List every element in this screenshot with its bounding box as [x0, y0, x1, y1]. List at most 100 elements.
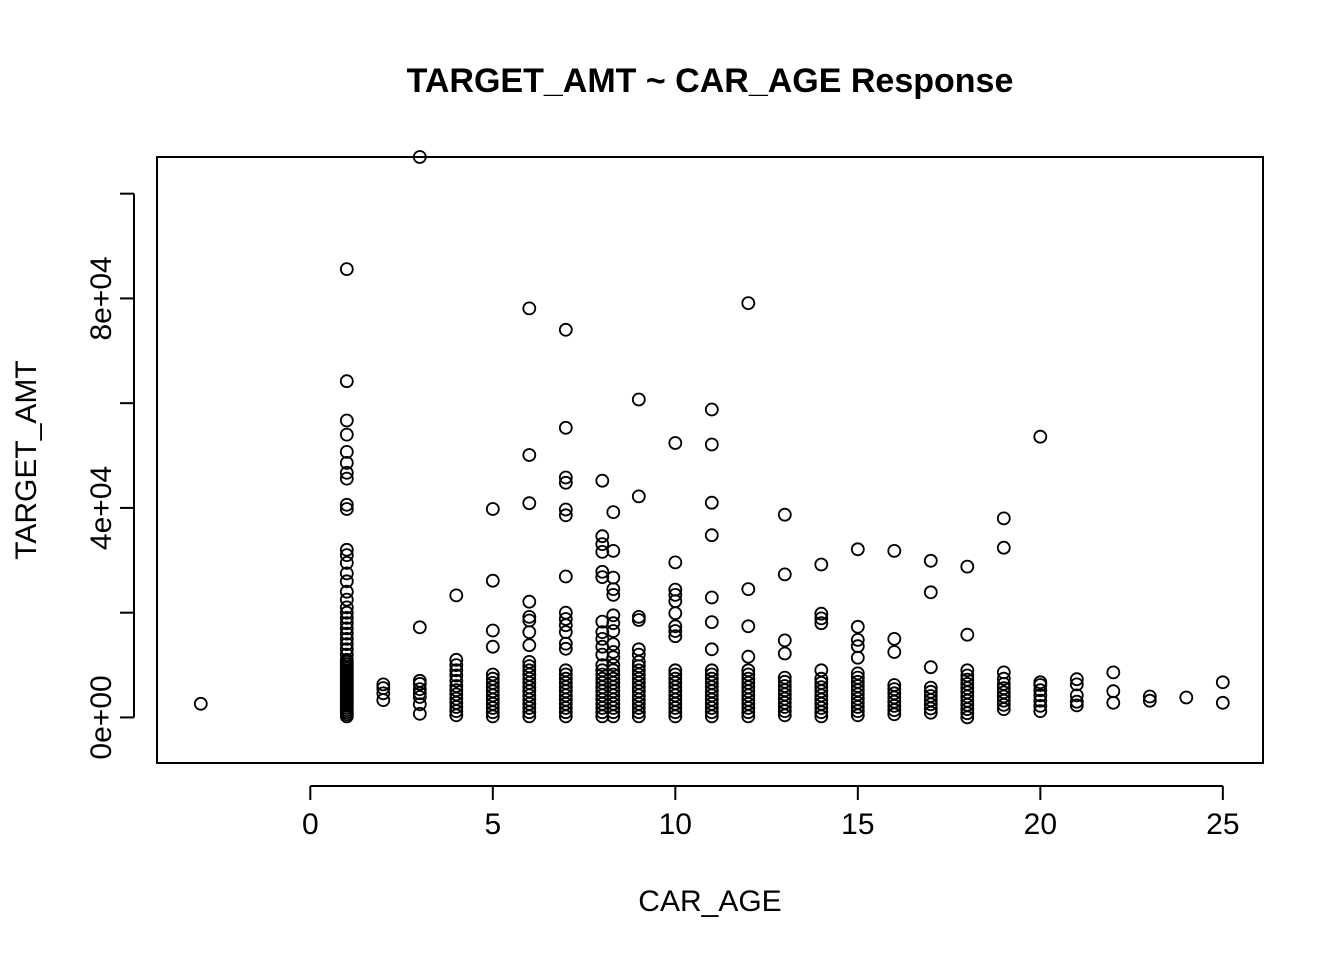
data-point: [887, 686, 902, 701]
data-point: [668, 582, 683, 597]
data-point: [1215, 675, 1230, 690]
data-point: [339, 642, 354, 657]
data-point: [522, 638, 537, 653]
data-point: [1215, 695, 1230, 710]
data-point: [814, 557, 829, 572]
data-point: [704, 667, 719, 682]
data-point: [412, 690, 427, 704]
data-point: [595, 564, 610, 579]
data-point: [668, 606, 683, 621]
data-point: [339, 444, 354, 459]
data-point: [1069, 688, 1084, 703]
data-point: [814, 606, 829, 621]
data-point: [485, 573, 500, 588]
data-point: [741, 619, 756, 634]
x-tick-label: 20: [1024, 808, 1057, 841]
data-point: [741, 663, 756, 678]
data-point: [887, 632, 902, 646]
data-point: [339, 621, 354, 636]
data-point: [996, 540, 1011, 555]
data-point: [376, 677, 391, 692]
data-point: [606, 645, 621, 659]
data-point: [606, 663, 621, 678]
data-point: [704, 495, 719, 510]
data-point: [522, 610, 537, 624]
data-point: [522, 594, 537, 609]
data-point: [522, 496, 537, 511]
data-point: [960, 677, 975, 691]
data-point: [960, 559, 975, 574]
data-point: [449, 679, 464, 693]
data-point: [668, 663, 683, 678]
data-point: [777, 567, 792, 582]
data-point: [741, 296, 756, 311]
data-point: [595, 632, 610, 646]
data-point: [339, 542, 354, 557]
data-point: [668, 619, 683, 634]
data-point: [668, 671, 683, 686]
data-point: [923, 684, 938, 699]
data-point: [339, 455, 354, 470]
data-point: [485, 667, 500, 682]
data-point: [1179, 690, 1194, 705]
data-point: [376, 681, 391, 695]
data-point: [1142, 689, 1157, 704]
data-point: [704, 615, 719, 629]
data-point: [1106, 665, 1121, 680]
data-point: [631, 663, 646, 678]
data-point: [1033, 693, 1048, 708]
data-point: [631, 489, 646, 504]
data-point: [887, 544, 902, 558]
data-point: [887, 678, 902, 692]
data-point: [704, 663, 719, 678]
data-point: [522, 301, 537, 316]
data-point: [558, 663, 573, 678]
data-point: [339, 471, 354, 486]
data-point: [1033, 429, 1048, 444]
y-axis-label: TARGET_AMT: [10, 360, 43, 559]
data-point: [522, 613, 537, 628]
data-point: [606, 544, 621, 558]
data-point: [996, 685, 1011, 700]
data-point: [339, 592, 354, 607]
data-point: [996, 511, 1011, 526]
y-tick-label: 4e+04: [85, 466, 118, 550]
x-axis: 0 5 10 15 20 25: [302, 785, 1240, 841]
data-point: [1142, 693, 1157, 708]
data-point: [1106, 684, 1121, 699]
data-point: [485, 676, 500, 690]
data-point: [449, 658, 464, 672]
data-point: [606, 608, 621, 623]
data-point: [631, 392, 646, 407]
data-point: [960, 663, 975, 678]
data-point: [558, 605, 573, 620]
data-point: [814, 616, 829, 631]
data-point: [606, 570, 621, 585]
data-point: [485, 639, 500, 654]
data-point: [595, 529, 610, 544]
data-point: [1033, 699, 1048, 713]
data-point: [814, 663, 829, 678]
data-point: [814, 671, 829, 686]
data-point: [777, 633, 792, 648]
data-point: [996, 681, 1011, 695]
x-axis-label: CAR_AGE: [638, 885, 781, 918]
data-point: [1069, 677, 1084, 692]
data-point: [777, 646, 792, 661]
data-point: [193, 696, 208, 711]
data-point: [606, 637, 621, 651]
y-tick-label: 8e+04: [85, 256, 118, 340]
data-point: [704, 402, 719, 417]
data-point: [814, 680, 829, 694]
data-point: [558, 508, 573, 523]
data-point: [485, 502, 500, 516]
data-point: [777, 679, 792, 693]
data-point: [1033, 688, 1048, 703]
data-point: [668, 436, 683, 450]
data-point: [606, 671, 621, 686]
data-point: [339, 616, 354, 631]
data-point: [412, 697, 427, 712]
data-point: [485, 671, 500, 686]
data-point: [704, 642, 719, 657]
data-point: [606, 650, 621, 665]
